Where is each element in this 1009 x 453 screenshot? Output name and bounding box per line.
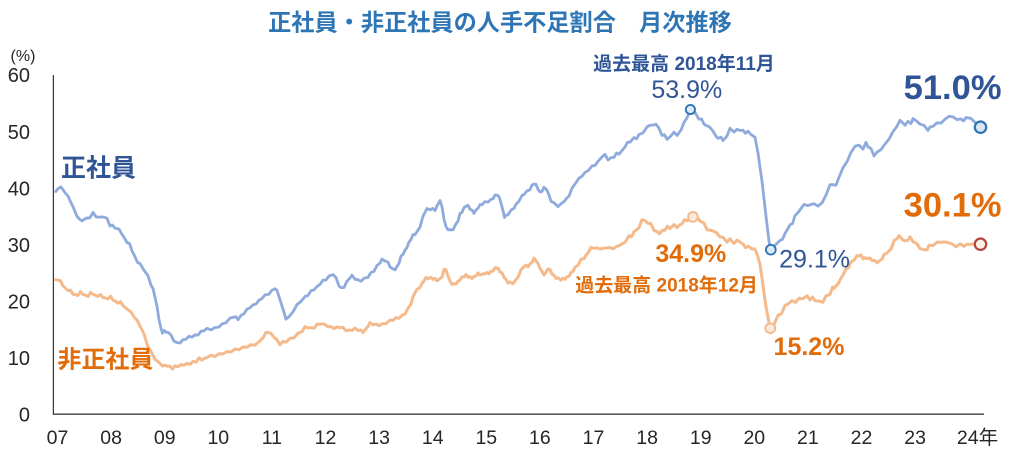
svg-text:08: 08 xyxy=(100,427,122,449)
svg-text:非正社員: 非正社員 xyxy=(57,347,153,374)
svg-text:15.2%: 15.2% xyxy=(774,333,845,361)
svg-text:(%): (%) xyxy=(11,48,36,65)
svg-text:18: 18 xyxy=(636,427,658,449)
svg-text:23: 23 xyxy=(904,427,926,449)
svg-text:17: 17 xyxy=(583,427,605,449)
svg-text:09: 09 xyxy=(154,427,176,449)
svg-text:14: 14 xyxy=(422,427,444,449)
svg-text:正社員: 正社員 xyxy=(61,154,136,182)
svg-text:07: 07 xyxy=(47,427,69,449)
svg-text:53.9%: 53.9% xyxy=(651,76,722,104)
svg-text:40: 40 xyxy=(8,178,30,200)
svg-text:過去最高 2018年11月: 過去最高 2018年11月 xyxy=(593,52,775,75)
svg-text:51.0%: 51.0% xyxy=(904,69,1002,107)
svg-text:34.9%: 34.9% xyxy=(655,240,726,268)
svg-text:30.1%: 30.1% xyxy=(904,187,1002,225)
svg-text:11: 11 xyxy=(262,427,282,449)
svg-text:13: 13 xyxy=(368,427,390,449)
svg-text:10: 10 xyxy=(207,427,229,449)
svg-text:過去最高 2018年12月: 過去最高 2018年12月 xyxy=(575,274,758,297)
svg-text:30: 30 xyxy=(8,235,30,257)
svg-text:20: 20 xyxy=(743,427,765,449)
svg-text:24年: 24年 xyxy=(957,427,998,449)
svg-text:15: 15 xyxy=(475,427,497,449)
svg-text:16: 16 xyxy=(529,427,551,449)
svg-text:0: 0 xyxy=(19,404,30,426)
svg-text:19: 19 xyxy=(690,427,712,449)
svg-text:正社員・非正社員の人手不足割合 月次推移: 正社員・非正社員の人手不足割合 月次推移 xyxy=(268,10,732,36)
svg-text:12: 12 xyxy=(315,427,337,449)
svg-text:20: 20 xyxy=(8,291,30,313)
svg-text:22: 22 xyxy=(851,427,873,449)
svg-text:50: 50 xyxy=(8,122,30,144)
svg-text:10: 10 xyxy=(8,348,30,370)
svg-text:29.1%: 29.1% xyxy=(779,245,850,273)
svg-text:21: 21 xyxy=(797,427,819,449)
svg-text:60: 60 xyxy=(8,65,30,87)
